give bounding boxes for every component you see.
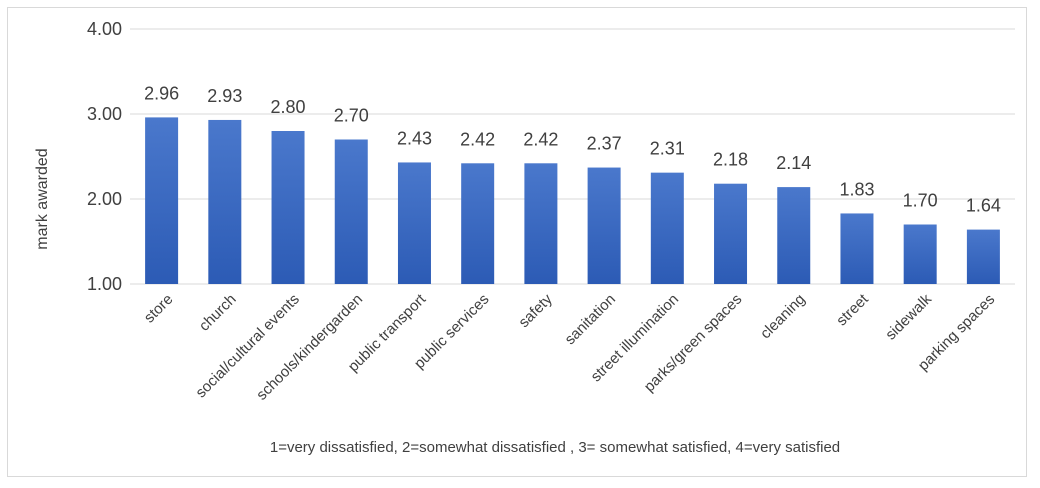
data-labels: 2.96 2.93 2.80 2.70 2.43 2.42 2.42 2.37 2.31 2.18… — [144, 83, 1001, 215]
bar — [271, 131, 305, 284]
category-label: schools/kindergarden — [253, 291, 366, 404]
scale-note: 1=very dissatisfied, 2=somewhat dissatis… — [270, 439, 840, 456]
data-label: 2.93 — [207, 86, 242, 106]
category-label: safety — [515, 290, 556, 331]
bar — [461, 163, 495, 284]
data-label: 2.42 — [460, 129, 495, 149]
category-label: social/cultural events — [192, 291, 302, 401]
data-label: 1.83 — [839, 179, 874, 199]
data-label: 2.31 — [650, 139, 685, 159]
bar — [145, 117, 179, 285]
bar — [714, 183, 748, 284]
y-tick-label: 1.00 — [87, 274, 122, 294]
category-label: store — [141, 291, 177, 327]
bar — [334, 139, 368, 284]
y-tick-label: 2.00 — [87, 189, 122, 209]
data-label: 1.70 — [903, 191, 938, 211]
y-tick-labels: 1.00 2.00 3.00 4.00 — [87, 19, 122, 294]
y-axis-label: mark awarded — [34, 148, 51, 249]
data-label: 2.70 — [334, 106, 369, 126]
bar — [650, 172, 684, 284]
bar — [208, 119, 242, 284]
bars — [145, 117, 1000, 285]
category-label: sidewalk — [882, 290, 935, 343]
data-label: 2.96 — [144, 83, 179, 103]
bar — [397, 162, 431, 284]
category-label: church — [196, 291, 240, 335]
bar — [840, 213, 874, 284]
bar — [903, 224, 937, 284]
data-label: 2.42 — [523, 129, 558, 149]
category-label: street — [833, 290, 872, 329]
data-label: 2.14 — [776, 153, 811, 173]
data-label: 2.18 — [713, 150, 748, 170]
bar — [587, 167, 621, 284]
data-label: 1.64 — [966, 196, 1001, 216]
category-label: cleaning — [757, 291, 809, 343]
gridlines — [130, 28, 1015, 285]
bar — [966, 229, 1000, 284]
data-label: 2.37 — [587, 134, 622, 154]
bar — [777, 187, 811, 284]
category-label: sanitation — [562, 291, 619, 348]
y-tick-label: 3.00 — [87, 104, 122, 124]
data-label: 2.80 — [271, 97, 306, 117]
data-label: 2.43 — [397, 128, 432, 148]
y-tick-label: 4.00 — [87, 19, 122, 39]
bar — [524, 163, 558, 284]
